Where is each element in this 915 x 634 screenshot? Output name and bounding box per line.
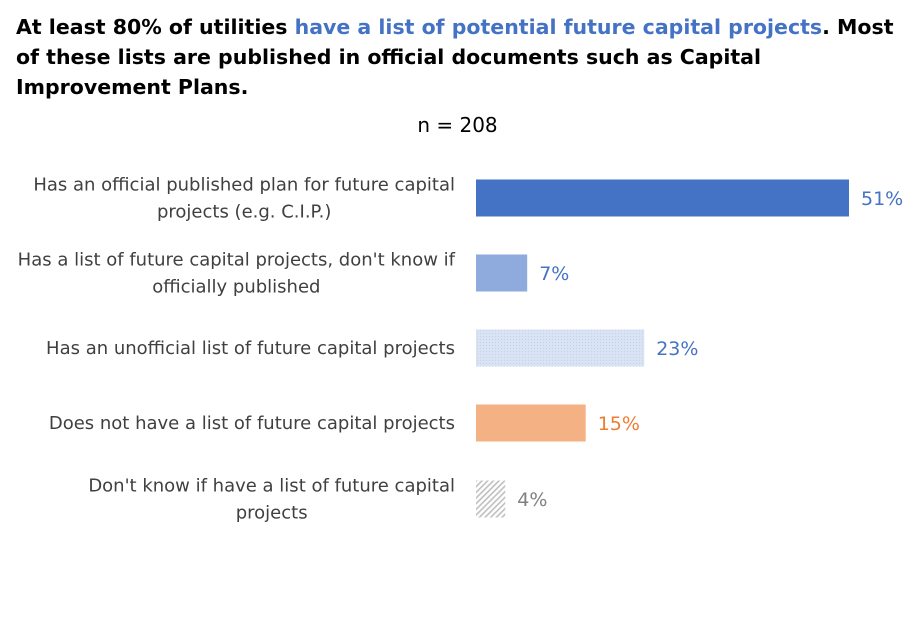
category-label-5: Don't know if have a list of future capi…: [88, 476, 455, 524]
bar-2: [476, 254, 528, 292]
bar-1: [476, 179, 849, 217]
headline-highlight: have a list of potential future capital …: [294, 15, 823, 39]
bars-group: 51% Has an official published plan for fu…: [18, 175, 904, 524]
bar-5: [476, 480, 506, 518]
value-label-2: 7%: [539, 263, 569, 285]
category-label-2: Has a list of future capital projects, d…: [18, 250, 456, 298]
category-label-3: Has an unofficial list of future capital…: [46, 338, 455, 359]
value-label-5: 4%: [517, 489, 547, 511]
value-label-3: 23%: [656, 338, 698, 360]
headline-part-1: At least 80% of utilities: [16, 15, 295, 39]
value-label-4: 15%: [598, 413, 640, 435]
category-label-1: Has an official published plan for futur…: [33, 175, 455, 223]
headline-part-2: . Most of these lists are published in o…: [16, 15, 894, 99]
chart-headline: At least 80% of utilities have a list of…: [16, 12, 901, 102]
category-label-4: Does not have a list of future capital p…: [49, 413, 455, 434]
bar-3: [476, 329, 645, 367]
bar-4: [476, 404, 586, 442]
value-label-1: 51%: [861, 188, 903, 210]
sample-size-label: n = 208: [417, 113, 498, 137]
